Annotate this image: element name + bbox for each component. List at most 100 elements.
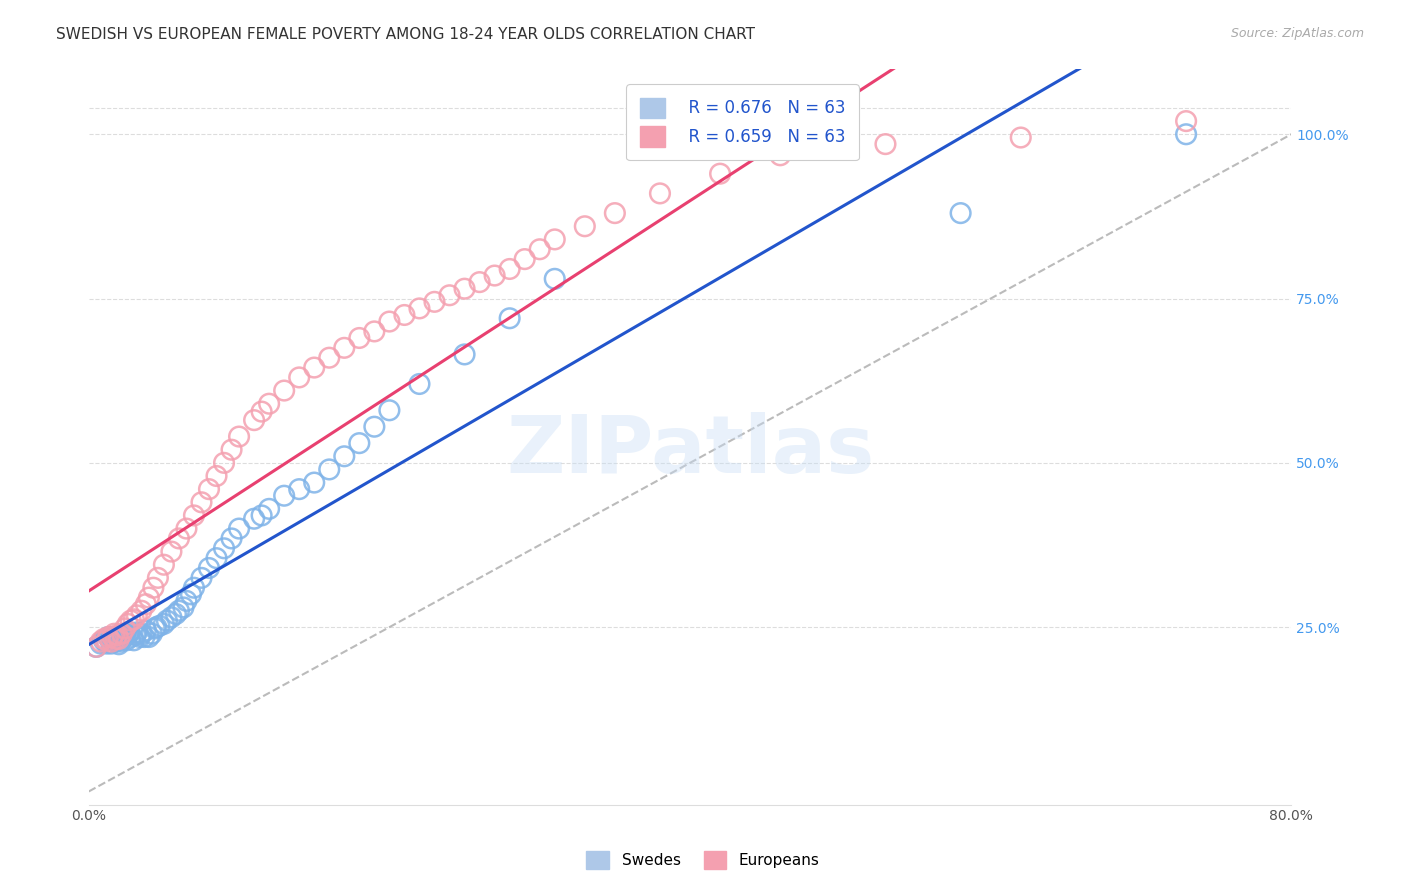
Point <box>167 532 190 546</box>
Point <box>318 462 340 476</box>
Point <box>709 167 731 181</box>
Point <box>101 630 124 644</box>
Point <box>93 632 115 646</box>
Text: Source: ZipAtlas.com: Source: ZipAtlas.com <box>1230 27 1364 40</box>
Point <box>114 622 136 636</box>
Point <box>167 604 190 618</box>
Point <box>349 331 371 345</box>
Point <box>96 633 118 648</box>
Point <box>574 219 596 234</box>
Point <box>125 625 148 640</box>
Point <box>468 275 491 289</box>
Point <box>112 630 135 644</box>
Point <box>128 630 150 644</box>
Point <box>96 637 118 651</box>
Point <box>100 634 122 648</box>
Legend:   R = 0.676   N = 63,   R = 0.659   N = 63: R = 0.676 N = 63, R = 0.659 N = 63 <box>626 84 859 160</box>
Point <box>183 508 205 523</box>
Point <box>875 137 897 152</box>
Point <box>257 397 280 411</box>
Point <box>117 628 139 642</box>
Point <box>84 640 107 654</box>
Point <box>228 522 250 536</box>
Point <box>100 637 122 651</box>
Point <box>250 508 273 523</box>
Point <box>103 630 125 644</box>
Point <box>107 632 129 646</box>
Point <box>439 288 461 302</box>
Point <box>90 637 112 651</box>
Point <box>318 351 340 365</box>
Point <box>302 475 325 490</box>
Point <box>104 634 127 648</box>
Point <box>498 311 520 326</box>
Point <box>124 628 146 642</box>
Legend: Swedes, Europeans: Swedes, Europeans <box>581 845 825 875</box>
Point <box>165 607 187 621</box>
Point <box>769 148 792 162</box>
Point <box>148 619 170 633</box>
Point <box>513 252 536 266</box>
Point <box>221 442 243 457</box>
Point <box>288 370 311 384</box>
Text: SWEDISH VS EUROPEAN FEMALE POVERTY AMONG 18-24 YEAR OLDS CORRELATION CHART: SWEDISH VS EUROPEAN FEMALE POVERTY AMONG… <box>56 27 755 42</box>
Point <box>423 294 446 309</box>
Point <box>212 541 235 556</box>
Point <box>1175 114 1198 128</box>
Point <box>1010 130 1032 145</box>
Point <box>544 272 567 286</box>
Point <box>84 640 107 654</box>
Point <box>135 624 157 638</box>
Point <box>544 232 567 246</box>
Point <box>273 489 295 503</box>
Point <box>117 616 139 631</box>
Point <box>273 384 295 398</box>
Point <box>648 186 671 201</box>
Point <box>131 626 153 640</box>
Point <box>90 634 112 648</box>
Point <box>105 628 128 642</box>
Point <box>378 314 401 328</box>
Point <box>333 341 356 355</box>
Point <box>378 403 401 417</box>
Point <box>97 630 120 644</box>
Point <box>122 612 145 626</box>
Point <box>302 360 325 375</box>
Point <box>484 268 506 283</box>
Point <box>363 419 385 434</box>
Text: ZIPatlas: ZIPatlas <box>506 412 875 491</box>
Point <box>453 347 475 361</box>
Point <box>257 501 280 516</box>
Point <box>212 456 235 470</box>
Point <box>97 630 120 644</box>
Point <box>110 634 132 648</box>
Point <box>198 482 221 496</box>
Point <box>172 600 194 615</box>
Point <box>198 561 221 575</box>
Point <box>243 413 266 427</box>
Point <box>180 587 202 601</box>
Point <box>135 597 157 611</box>
Point <box>143 622 166 636</box>
Point <box>118 625 141 640</box>
Point <box>190 571 212 585</box>
Point <box>176 522 198 536</box>
Point <box>205 469 228 483</box>
Point <box>183 581 205 595</box>
Point <box>114 626 136 640</box>
Point <box>529 242 551 256</box>
Point <box>93 633 115 648</box>
Point <box>333 450 356 464</box>
Point <box>363 325 385 339</box>
Point <box>153 558 176 572</box>
Point <box>160 544 183 558</box>
Point <box>243 512 266 526</box>
Point <box>228 429 250 443</box>
Point <box>190 495 212 509</box>
Point <box>142 581 165 595</box>
Point <box>125 608 148 623</box>
Point <box>394 308 416 322</box>
Point <box>145 620 167 634</box>
Point <box>134 630 156 644</box>
Point <box>146 571 169 585</box>
